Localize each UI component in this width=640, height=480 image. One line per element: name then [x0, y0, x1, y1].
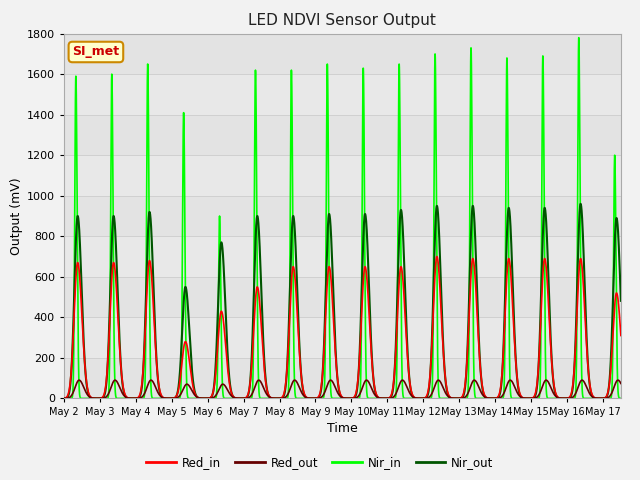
- Nir_in: [400, 396, 408, 401]
- Red_in: [89, 395, 97, 401]
- Bar: [64, 277, 621, 317]
- Red_in: [426, 382, 433, 387]
- Nir_out: [89, 396, 97, 401]
- Red_in: [433, 253, 441, 259]
- Nir_in: [517, 396, 525, 401]
- Nir_in: [89, 396, 97, 401]
- Nir_in: [60, 396, 68, 401]
- Nir_out: [486, 396, 494, 401]
- Nir_out: [400, 258, 408, 264]
- Red_out: [635, 396, 640, 401]
- Nir_in: [426, 396, 433, 401]
- Nir_in: [635, 396, 640, 401]
- X-axis label: Time: Time: [327, 421, 358, 434]
- Red_out: [60, 396, 68, 401]
- Title: LED NDVI Sensor Output: LED NDVI Sensor Output: [248, 13, 436, 28]
- Red_out: [426, 394, 433, 400]
- Line: Red_in: Red_in: [64, 256, 639, 398]
- Red_out: [400, 379, 408, 384]
- Red_in: [486, 396, 494, 401]
- Nir_in: [268, 396, 276, 401]
- Line: Red_out: Red_out: [64, 380, 639, 398]
- Nir_out: [517, 394, 525, 399]
- Bar: [64, 34, 621, 74]
- Red_in: [60, 396, 68, 401]
- Line: Nir_out: Nir_out: [64, 204, 639, 398]
- Red_in: [268, 395, 276, 401]
- Red_in: [635, 396, 640, 401]
- Nir_out: [635, 396, 640, 401]
- Line: Nir_in: Nir_in: [64, 37, 639, 398]
- Red_out: [268, 395, 276, 401]
- Red_out: [89, 396, 97, 401]
- Red_in: [517, 393, 525, 398]
- Nir_out: [426, 384, 433, 390]
- Legend: Red_in, Red_out, Nir_in, Nir_out: Red_in, Red_out, Nir_in, Nir_out: [141, 452, 499, 474]
- Red_out: [76, 377, 83, 383]
- Nir_out: [577, 201, 584, 207]
- Red_in: [400, 294, 408, 300]
- Red_out: [486, 396, 494, 401]
- Nir_out: [60, 396, 68, 401]
- Y-axis label: Output (mV): Output (mV): [10, 177, 22, 255]
- Red_out: [517, 394, 525, 400]
- Text: SI_met: SI_met: [72, 46, 120, 59]
- Nir_in: [486, 396, 494, 401]
- Bar: [64, 196, 621, 236]
- Nir_in: [575, 35, 582, 40]
- Bar: [64, 358, 621, 398]
- Bar: [64, 115, 621, 155]
- Nir_out: [268, 396, 276, 401]
